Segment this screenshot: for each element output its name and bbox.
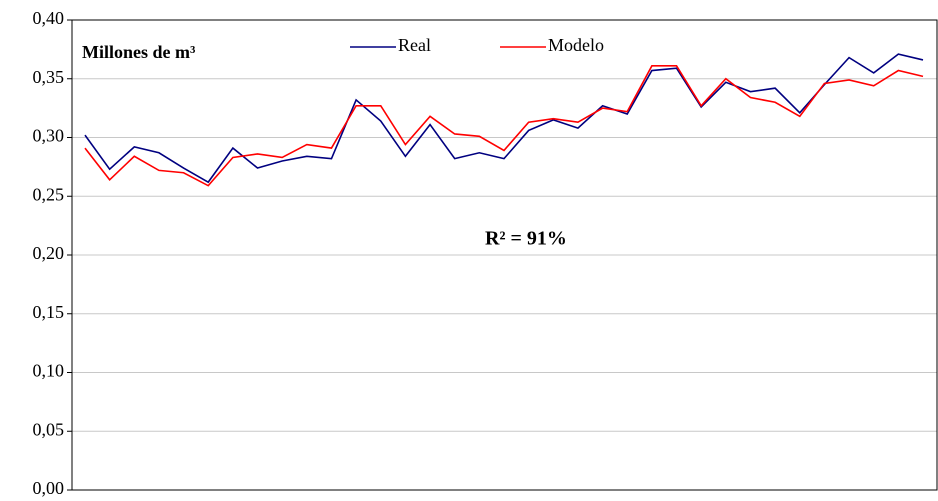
line-series (84, 65, 924, 187)
legend-label: Modelo (548, 35, 604, 55)
y-tick-label: 0,20 (33, 243, 65, 263)
y-tick-label: 0,40 (33, 8, 65, 28)
plot-frame (71, 19, 938, 491)
y-axis-label: Millones de m³ (82, 42, 196, 62)
y-tick-label: 0,00 (33, 478, 65, 498)
y-tick-label: 0,25 (33, 184, 65, 204)
y-tick-label: 0,05 (33, 419, 65, 439)
annotation: R² = 91% (485, 228, 567, 250)
y-tick-label: 0,30 (33, 126, 65, 146)
y-tick-label: 0,35 (33, 67, 65, 87)
y-tick-label: 0,15 (33, 302, 65, 322)
line-series (84, 53, 924, 184)
legend-label: Real (398, 35, 431, 55)
y-tick-label: 0,10 (33, 361, 65, 381)
